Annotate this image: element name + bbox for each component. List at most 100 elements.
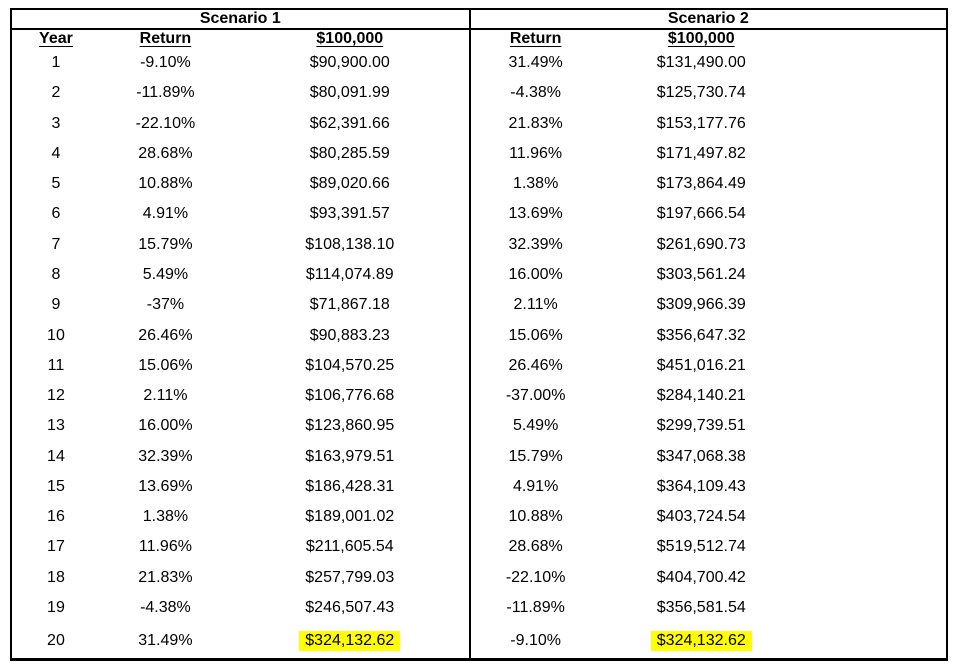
s2-return-cell: -11.89% <box>468 592 601 624</box>
s1-value-cell: $90,883.23 <box>309 326 390 344</box>
year-cell: 19 <box>47 598 65 616</box>
s1-value-cell: $89,020.66 <box>309 175 390 193</box>
year-cell: 18 <box>47 568 65 586</box>
table-row-year-2: 2 -11.89% $80,091.99 -4.38% $125,730.74 <box>11 78 947 109</box>
filler-cell <box>802 139 947 169</box>
table-row-year-19: 19 -4.38% $246,507.43 -11.89% $356,581.54 <box>11 592 947 624</box>
table-row-year-11: 11 15.06% $104,570.25 26.46% $451,016.21 <box>11 350 947 381</box>
year-cell: 14 <box>47 447 65 465</box>
year-cell: 15 <box>47 477 65 495</box>
s2-value-cell: $356,647.32 <box>656 326 746 344</box>
s1-value-cell: $71,867.18 <box>309 296 390 314</box>
year-cell: 20 <box>47 631 65 649</box>
year-column-header: Year <box>11 29 100 48</box>
s2-return-cell: 31.49% <box>468 48 601 79</box>
s2-return-cell: 5.49% <box>468 411 601 442</box>
s1-return-cell: -4.38% <box>140 598 191 616</box>
s1-value-cell: $106,776.68 <box>305 387 395 405</box>
s2-value-cell: $261,690.73 <box>656 235 746 253</box>
s2-startvalue-header-label: $100,000 <box>667 30 735 47</box>
s2-return-cell: 15.06% <box>468 320 601 351</box>
year-cell: 7 <box>51 235 61 253</box>
s1-return-cell: -37% <box>146 296 185 314</box>
s1-return-cell: 11.96% <box>138 538 192 556</box>
s2-value-cell: $125,730.74 <box>656 84 746 102</box>
highlighted-final-value: $324,132.62 <box>299 630 401 651</box>
s2-value-cell: $347,068.38 <box>656 447 746 465</box>
s2-value-cell: $303,561.24 <box>656 265 746 283</box>
s1-return-cell: 16.00% <box>138 417 193 435</box>
table-row-year-17: 17 11.96% $211,605.54 28.68% $519,512.74 <box>11 532 947 563</box>
s2-value-cell: $171,497.82 <box>656 144 746 162</box>
s2-return-cell: 21.83% <box>468 108 601 139</box>
filler-cell <box>802 411 947 441</box>
s2-value-cell: $131,490.00 <box>656 54 746 72</box>
s1-return-cell: 21.83% <box>138 568 193 586</box>
table-row-year-3: 3 -22.10% $62,391.66 21.83% $153,177.76 <box>11 108 947 139</box>
filler-cell <box>802 230 947 260</box>
table-row-year-4: 4 28.68% $80,285.59 11.96% $171,497.82 <box>11 138 947 170</box>
s1-value-cell: $186,428.31 <box>305 477 395 495</box>
s1-return-cell: 26.46% <box>138 326 193 344</box>
filler-cell <box>802 320 947 350</box>
s1-return-cell: -22.10% <box>135 114 196 132</box>
s1-startvalue-header-label: $100,000 <box>316 30 384 47</box>
filler-cell <box>802 502 947 532</box>
year-cell: 16 <box>47 508 65 526</box>
s2-value-cell: $197,666.54 <box>656 205 746 223</box>
s2-return-cell: 15.79% <box>468 441 601 472</box>
year-cell: 17 <box>47 538 65 556</box>
s1-value-cell: $189,001.02 <box>305 508 395 526</box>
s2-return-column-header: Return <box>468 29 601 48</box>
s2-value-cell: $404,700.42 <box>656 568 746 586</box>
year-cell: 12 <box>47 387 65 405</box>
s1-return-cell: -9.10% <box>140 54 191 72</box>
s1-value-cell: $90,900.00 <box>309 54 390 72</box>
s2-return-cell: 32.39% <box>468 229 601 260</box>
s2-return-cell: 28.68% <box>468 532 601 563</box>
s1-return-cell: 15.06% <box>138 356 193 374</box>
filler-cell <box>802 48 947 78</box>
year-cell: 8 <box>51 265 61 283</box>
year-cell: 5 <box>51 175 61 193</box>
s2-return-cell: 1.38% <box>468 169 601 200</box>
s2-value-cell: $173,864.49 <box>656 175 746 193</box>
s1-return-header-label: Return <box>139 30 192 47</box>
filler-cell <box>802 290 947 320</box>
s1-return-cell: 5.49% <box>142 265 189 283</box>
filler-cell <box>802 260 947 290</box>
returns-comparison-table: Scenario 1 Scenario 2 Year Return $100,0… <box>10 8 948 661</box>
s1-return-cell: 28.68% <box>138 144 193 162</box>
s1-value-cell: $104,570.25 <box>305 356 395 374</box>
s1-return-column-header: Return <box>100 29 231 48</box>
s1-return-cell: 32.39% <box>138 447 193 465</box>
s1-value-cell: $211,605.54 <box>305 538 394 556</box>
s1-value-cell: $257,799.03 <box>305 568 395 586</box>
s2-value-cell: $451,016.21 <box>656 356 746 374</box>
filler-cell <box>802 532 947 562</box>
filler-cell <box>802 109 947 139</box>
year-cell: 11 <box>47 356 65 374</box>
table-row-year-14: 14 32.39% $163,979.51 15.79% $347,068.38 <box>11 441 947 472</box>
s2-return-cell: 4.91% <box>468 471 601 502</box>
table-row-year-1: 1 -9.10% $90,900.00 31.49% $131,490.00 <box>11 48 947 79</box>
s2-value-cell: $324,132.62 <box>601 623 802 659</box>
s1-return-cell: 31.49% <box>138 631 193 649</box>
filler-column-header <box>802 29 947 48</box>
table-row-year-10: 10 26.46% $90,883.23 15.06% $356,647.32 <box>11 320 947 351</box>
s1-value-cell: $93,391.57 <box>309 205 390 223</box>
s1-return-cell: -11.89% <box>136 84 195 102</box>
s1-return-cell: 2.11% <box>143 387 188 405</box>
filler-cell <box>802 441 947 471</box>
s2-value-cell: $284,140.21 <box>656 387 746 405</box>
s1-value-cell: $80,285.59 <box>309 144 390 162</box>
filler-cell <box>802 169 947 199</box>
s2-startvalue-column-header: $100,000 <box>601 29 802 48</box>
filler-cell <box>802 563 947 593</box>
table-row-year-8: 8 5.49% $114,074.89 16.00% $303,561.24 <box>11 259 947 291</box>
s1-return-cell: 15.79% <box>138 235 193 253</box>
s1-value-cell: $324,132.62 <box>231 623 470 659</box>
year-header-label: Year <box>39 30 73 47</box>
s2-value-cell: $519,512.74 <box>656 538 746 556</box>
